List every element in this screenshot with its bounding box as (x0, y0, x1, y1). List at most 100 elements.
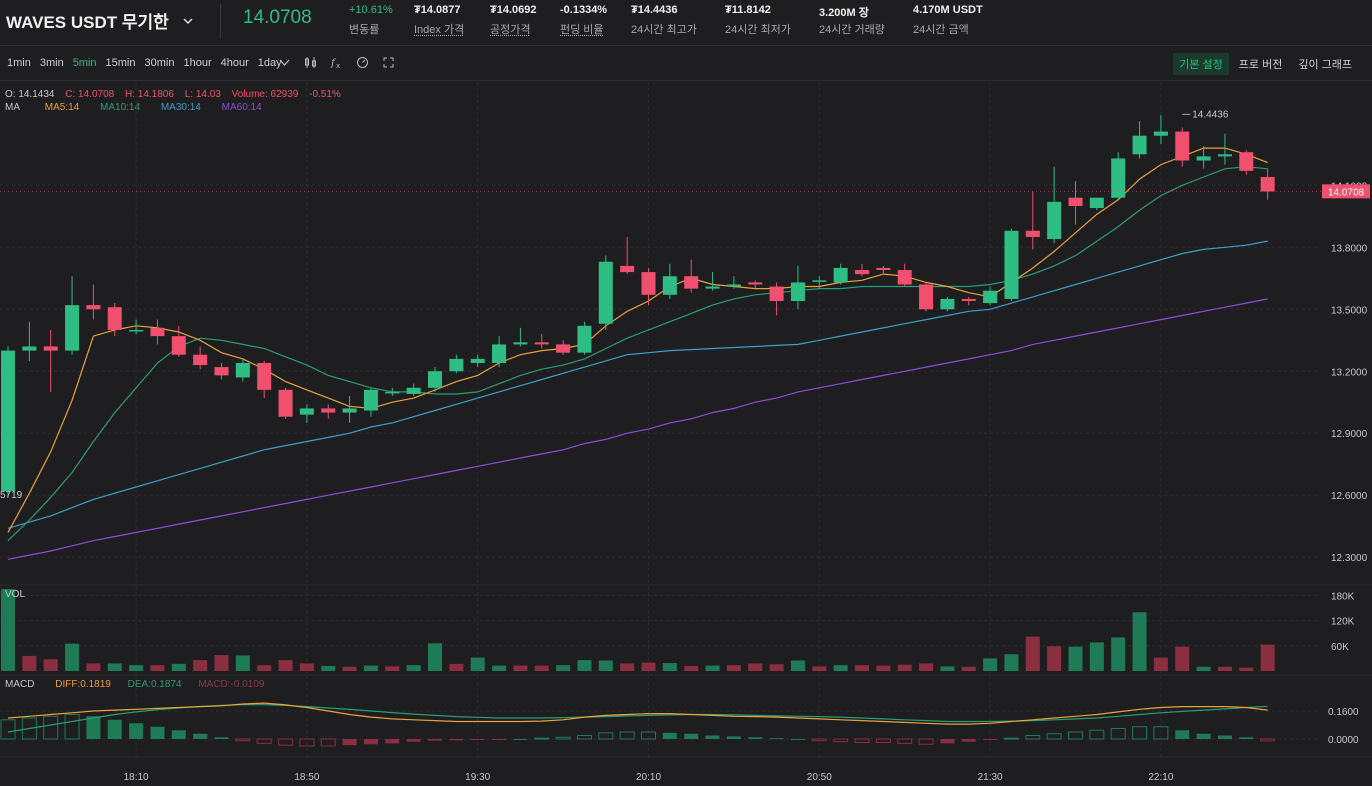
symbol-selector[interactable]: WAVES USDT 무기한 (6, 8, 193, 33)
macd-histogram-bar (21, 717, 37, 740)
candle-body (876, 267, 891, 271)
macd-histogram-bar (1132, 726, 1148, 740)
volume-bar (1089, 642, 1104, 671)
ma30-line (7, 240, 1268, 529)
macd-histogram-bar (278, 738, 294, 746)
volume-bar (1239, 667, 1254, 671)
ma5-line (7, 147, 1268, 533)
stat-24h-high-value: ₮14.4436 (631, 4, 678, 16)
chart-toolbar: 1min 3min 5min 15min 30min 1hour 4hour 1… (0, 47, 1372, 81)
candle-body (171, 336, 186, 355)
candle-body (855, 270, 869, 275)
macd-histogram-bar (214, 737, 229, 739)
macd-histogram-bar (1153, 726, 1169, 740)
interval-5min[interactable]: 5min (72, 57, 97, 69)
stat-funding-rate[interactable]: -0.1334% 펀딩 비율 (560, 4, 607, 37)
ohlc-high: H: 14.1806 (124, 89, 174, 100)
current-price-tag (1322, 184, 1370, 199)
settings-gauge-icon[interactable] (356, 56, 369, 69)
interval-1day[interactable]: 1day (257, 57, 282, 69)
chevron-down-icon[interactable] (183, 16, 193, 26)
candle-body (1111, 158, 1126, 198)
interval-1min[interactable]: 1min (7, 57, 31, 69)
macd-tick-label: 0.1600 (1328, 707, 1359, 718)
ma-title: MA (5, 102, 20, 113)
vol-legend: VOL (5, 589, 33, 600)
candle-body (1239, 152, 1254, 171)
volume-bar (513, 665, 528, 671)
volume-tick-label: 60K (1331, 642, 1349, 653)
stat-fair-price[interactable]: ₮14.0692 공정가격 (490, 4, 536, 37)
candle-body (769, 286, 784, 302)
stat-funding-rate-label[interactable]: 펀딩 비율 (560, 24, 604, 36)
volume-bar (855, 665, 869, 671)
volume-bar (641, 662, 656, 671)
tab-basic[interactable]: 기본 설정 (1173, 53, 1229, 75)
candle-body (321, 408, 336, 413)
macd-histogram-bar (428, 739, 442, 741)
volume-bar (1025, 636, 1040, 671)
macd-hist-label: MACD:-0.0109 (198, 679, 265, 690)
stat-fair-price-label[interactable]: 공정가격 (490, 24, 531, 36)
candle-body (86, 305, 101, 310)
candle-body (812, 280, 827, 282)
candle-body (726, 284, 741, 287)
fullscreen-icon[interactable] (382, 56, 395, 69)
macd-histogram-bar (1239, 737, 1254, 739)
macd-histogram-bar (171, 730, 186, 739)
macd-histogram-bar (619, 731, 635, 740)
view-tabs: 기본 설정 프로 버전 깊이 그래프 (1169, 53, 1358, 75)
macd-legend: MACD DIFF:0.1819 DEA:0.1874 MACD:-0.0109 (5, 679, 272, 690)
ohlc-open: O: 14.1434 (5, 89, 55, 100)
stat-fair-price-value: ₮14.0692 (490, 4, 537, 16)
symbol-name[interactable]: WAVES USDT 무기한 (6, 13, 169, 32)
volume-bar (1111, 637, 1126, 671)
candle-body (1132, 135, 1147, 155)
candle-body (150, 327, 165, 337)
interval-3min[interactable]: 3min (39, 57, 64, 69)
volume-bar (1196, 666, 1211, 671)
ma10-label: MA10:14 (100, 102, 141, 113)
candle-body (684, 276, 699, 289)
stat-index-price-label[interactable]: Index 가격 (414, 24, 465, 36)
macd-histogram-bar (1068, 731, 1083, 740)
candle-body (428, 371, 442, 388)
chart-area[interactable]: 14.100013.800013.500013.200012.900012.60… (0, 82, 1372, 786)
volume-bar (1004, 654, 1019, 671)
interval-30min[interactable]: 30min (144, 57, 175, 69)
volume-bar (1260, 644, 1275, 671)
macd-histogram-bar (534, 737, 550, 740)
macd-histogram-bar (854, 738, 870, 743)
volume-bar (1217, 666, 1232, 671)
ma60-line (7, 298, 1268, 560)
macd-title: MACD (5, 679, 35, 690)
interval-15min[interactable]: 15min (105, 57, 136, 69)
macd-histogram-bar (43, 715, 59, 740)
tab-pro[interactable]: 프로 버전 (1238, 59, 1283, 71)
tab-depth[interactable]: 깊이 그래프 (1298, 59, 1352, 71)
stat-24h-volume-label: 24시간 거래량 (819, 24, 885, 36)
macd-histogram-bar (1003, 737, 1019, 740)
interval-4hour[interactable]: 4hour (220, 57, 249, 69)
stat-index-price[interactable]: ₮14.0877 Index 가격 (414, 4, 464, 37)
chevron-down-icon[interactable] (278, 56, 291, 69)
candle-body (1196, 156, 1211, 161)
interval-1hour[interactable]: 1hour (183, 57, 212, 69)
volume-bar (22, 655, 37, 671)
volume-bar (385, 666, 400, 671)
candle-body (983, 290, 998, 304)
volume-bar (257, 665, 272, 671)
candle-body (470, 358, 485, 363)
volume-bar (342, 666, 357, 671)
volume-bar (1132, 612, 1147, 671)
stat-24h-amount: 4.170M USDT 24시간 금액 (913, 4, 983, 37)
price-tick-label: 12.3000 (1331, 553, 1368, 564)
ohlc-low: L: 14.03 (184, 89, 221, 100)
candlestick-type-icon[interactable] (304, 56, 317, 69)
volume-bar (214, 655, 229, 671)
ohlc-volume: Volume: 62939 (231, 89, 299, 100)
candle-body (43, 346, 58, 351)
macd-histogram-bar (64, 714, 80, 740)
